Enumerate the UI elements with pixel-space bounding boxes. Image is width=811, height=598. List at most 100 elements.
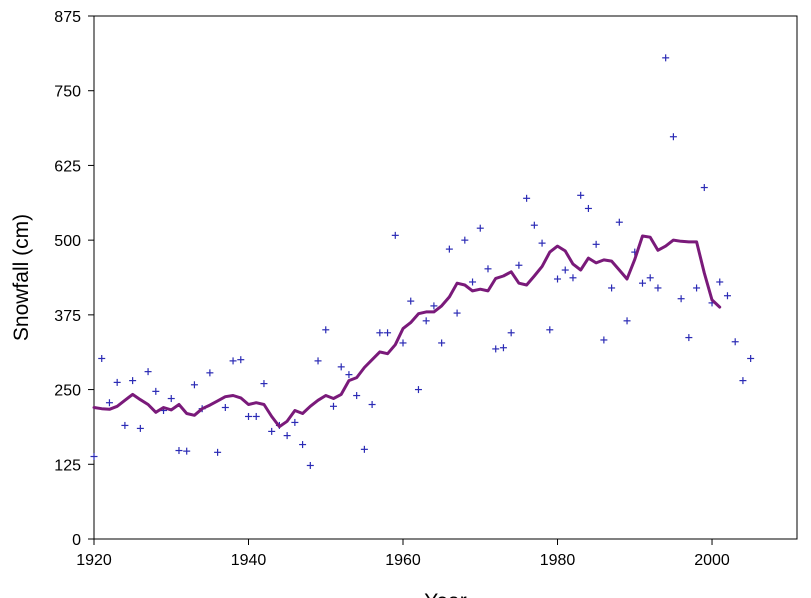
data-point <box>731 338 739 346</box>
data-point <box>716 278 724 286</box>
data-point <box>623 317 631 325</box>
data-point <box>739 377 747 385</box>
data-point <box>430 302 438 310</box>
data-point <box>693 284 701 292</box>
data-point <box>337 363 345 371</box>
data-point <box>600 336 608 344</box>
y-tick-label: 500 <box>54 233 81 250</box>
y-tick-label: 875 <box>54 9 81 26</box>
data-point <box>376 329 384 337</box>
data-point <box>484 265 492 273</box>
data-point <box>391 231 399 239</box>
data-point <box>638 279 646 287</box>
y-axis: 0 125 250 375 500 625 750 875 <box>54 9 94 549</box>
data-point <box>592 240 600 248</box>
data-point <box>175 447 183 455</box>
data-point <box>136 424 144 432</box>
trend-line <box>92 234 722 429</box>
data-point <box>245 412 253 420</box>
data-point <box>700 184 708 192</box>
y-tick-label: 125 <box>54 457 81 474</box>
data-point <box>368 401 376 409</box>
x-axis: 1920 1940 1960 1980 2000 <box>76 539 730 569</box>
data-point <box>584 204 592 212</box>
data-point <box>221 404 229 412</box>
data-point <box>229 357 237 365</box>
data-point <box>422 317 430 325</box>
x-tick-label: 1980 <box>540 552 576 569</box>
data-point <box>476 224 484 232</box>
data-point <box>538 239 546 247</box>
data-point <box>105 399 113 407</box>
data-point <box>360 445 368 453</box>
x-tick-label: 2000 <box>694 552 730 569</box>
plot-area-border <box>93 15 798 540</box>
data-point <box>299 441 307 449</box>
data-point <box>747 354 755 362</box>
data-point <box>461 236 469 244</box>
data-point <box>90 453 98 461</box>
data-point <box>577 191 585 199</box>
y-axis-label: Snowfall (cm) <box>10 214 33 341</box>
data-point <box>523 194 531 202</box>
data-point <box>329 402 337 410</box>
data-point <box>414 386 422 394</box>
data-point <box>453 309 461 317</box>
data-point <box>492 345 500 353</box>
data-point <box>237 356 245 364</box>
x-tick-label: 1920 <box>76 552 112 569</box>
data-point <box>98 354 106 362</box>
plot-frame <box>93 15 798 540</box>
data-point <box>206 369 214 377</box>
data-point <box>499 344 507 352</box>
data-point <box>530 221 538 229</box>
data-point <box>121 421 129 429</box>
data-point <box>129 377 137 385</box>
data-point <box>469 278 477 286</box>
data-point <box>152 387 160 395</box>
data-point <box>399 339 407 347</box>
data-point <box>283 432 291 440</box>
data-point <box>353 392 361 400</box>
data-point <box>507 329 515 337</box>
data-point <box>438 339 446 347</box>
data-point <box>615 218 623 226</box>
data-point <box>407 297 415 305</box>
x-tick-label: 1940 <box>231 552 267 569</box>
data-point <box>685 334 693 342</box>
data-point <box>608 284 616 292</box>
data-point <box>445 245 453 253</box>
data-point <box>723 292 731 300</box>
data-point <box>167 395 175 403</box>
y-tick-label: 625 <box>54 158 81 175</box>
data-point <box>252 412 260 420</box>
scatter-series <box>90 54 755 469</box>
y-tick-label: 375 <box>54 308 81 325</box>
data-point <box>322 326 330 334</box>
x-axis-label: Year <box>424 590 466 598</box>
data-point <box>561 266 569 274</box>
data-point <box>345 371 353 379</box>
data-point <box>306 461 314 469</box>
data-point <box>190 381 198 389</box>
data-point <box>515 261 523 269</box>
data-point <box>669 133 677 141</box>
data-point <box>183 447 191 455</box>
data-point <box>662 54 670 62</box>
x-tick-label: 1960 <box>385 552 421 569</box>
data-point <box>677 295 685 303</box>
data-point <box>554 275 562 283</box>
data-point <box>144 368 152 376</box>
data-point <box>113 378 121 386</box>
data-point <box>546 326 554 334</box>
y-tick-label: 250 <box>54 383 81 400</box>
data-point <box>384 329 392 337</box>
data-point <box>260 380 268 388</box>
y-tick-label: 0 <box>72 532 81 549</box>
y-tick-label: 750 <box>54 84 81 101</box>
data-point <box>268 427 276 435</box>
data-point <box>314 357 322 365</box>
data-point <box>214 448 222 456</box>
data-point <box>654 284 662 292</box>
